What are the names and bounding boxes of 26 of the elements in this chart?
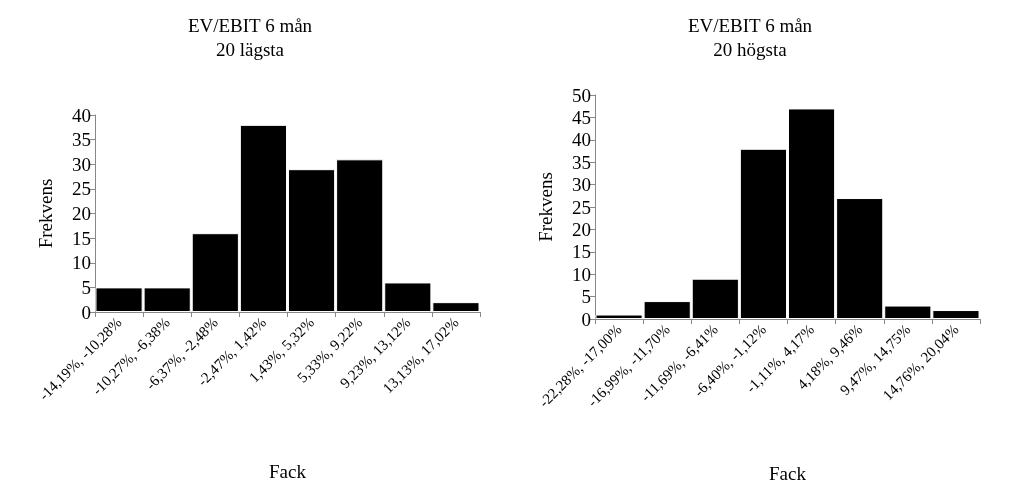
y-tick-label: 40 xyxy=(72,104,91,126)
chart-title: EV/EBIT 6 mån 20 högsta xyxy=(687,14,813,60)
y-tick-label: 45 xyxy=(572,106,591,128)
y-tick-label: 20 xyxy=(572,218,591,240)
y-tick-label: 5 xyxy=(581,286,591,308)
x-axis-title: Fack xyxy=(269,461,307,482)
y-tick-label: 35 xyxy=(572,151,591,173)
y-tick-label: 15 xyxy=(572,241,591,263)
y-tick-label: 25 xyxy=(72,178,91,200)
y-tick-label: 5 xyxy=(81,276,91,298)
y-tick-label: 50 xyxy=(572,84,591,106)
y-tick-label: 30 xyxy=(572,174,591,196)
y-tick-label: 10 xyxy=(572,263,591,285)
y-tick-label: 15 xyxy=(72,227,91,249)
y-axis-title: Frekvens xyxy=(535,172,556,242)
y-axis-title: Frekvens xyxy=(35,178,56,249)
y-tick-label: 25 xyxy=(572,196,591,218)
chart-title: EV/EBIT 6 mån 20 lägsta xyxy=(187,14,313,60)
y-tick-label: 30 xyxy=(72,153,91,175)
y-tick-label: 35 xyxy=(72,129,91,151)
x-axis-title: Fack xyxy=(769,463,807,484)
y-tick-label: 0 xyxy=(581,308,591,330)
y-tick-label: 20 xyxy=(72,203,91,224)
y-tick-label: 10 xyxy=(72,252,91,274)
y-tick-label: 0 xyxy=(81,301,91,323)
y-tick-label: 40 xyxy=(572,129,591,151)
